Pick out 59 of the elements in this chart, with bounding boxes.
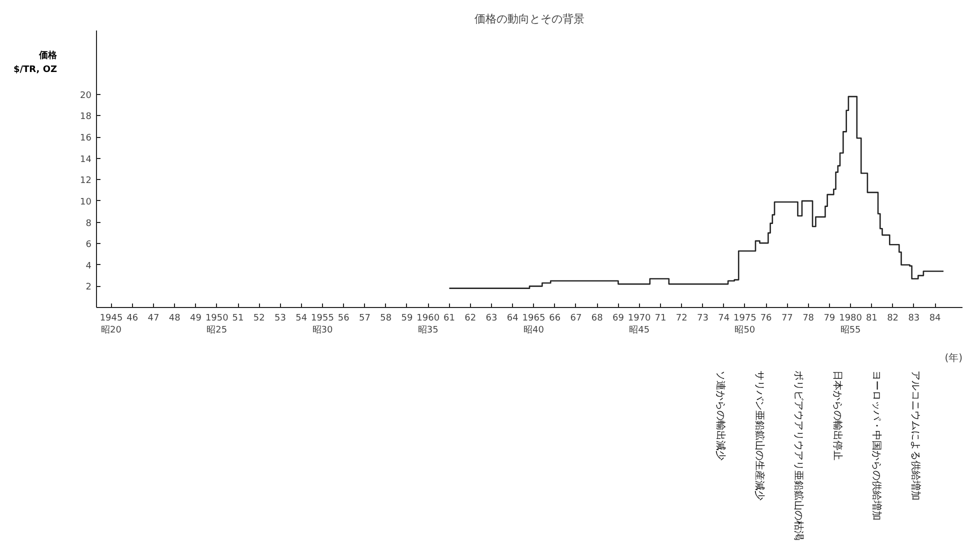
x-tick-label: 46	[126, 314, 138, 324]
chart-title: 価格の動向とその背景	[474, 12, 584, 26]
x-tick-label: 68	[591, 314, 604, 324]
x-tick-label: 79	[824, 314, 836, 324]
x-tick-label: 1945 昭20	[100, 314, 123, 336]
y-tick-label: 14	[80, 154, 92, 165]
x-tick-label: 83	[908, 314, 920, 324]
x-tick-label: 58	[380, 314, 392, 324]
x-tick-label: 48	[168, 314, 181, 324]
x-tick-label: 63	[486, 314, 498, 324]
x-tick-label: 56	[338, 314, 350, 324]
text: ヨーロッパ・中国からの供給増加	[870, 370, 882, 520]
y-tick-label: 4	[86, 261, 92, 272]
text: サリバン亜鉛鉱山の生産減少	[753, 370, 766, 500]
text: ソ連からの輸出減少	[714, 370, 727, 460]
y-tick-label: 12	[80, 176, 92, 186]
x-tick-label: 64	[506, 314, 519, 324]
x-tick-label: 53	[274, 314, 286, 324]
y-tick-label: 10	[80, 197, 92, 208]
x-tick-label: 73	[696, 314, 708, 324]
x-tick-label: 77	[781, 314, 793, 324]
x-tick-label: 62	[464, 314, 476, 324]
x-tick-label: 72	[676, 314, 688, 324]
y-tick-label: 18	[80, 112, 92, 122]
y-tick-label: 20	[80, 90, 92, 101]
x-tick-label: 71	[654, 314, 666, 324]
x-tick-label: 1955 昭30	[311, 314, 334, 336]
y-tick-label: 2	[86, 282, 92, 293]
y-tick-label: 6	[86, 240, 92, 250]
x-tick-label: 59	[401, 314, 413, 324]
x-tick-label: 67	[570, 314, 582, 324]
text: ボリビアウアリウアリ亜鉛鉱山の枯渇	[792, 370, 804, 540]
x-tick-label: 66	[549, 314, 561, 324]
x-tick-label: 82	[887, 314, 899, 324]
x-tick-label: 1980 昭55	[839, 314, 862, 336]
x-tick-label: 76	[760, 314, 772, 324]
y-tick-label: 16	[80, 134, 92, 144]
text: アルコニウムによる供給増加	[909, 370, 922, 500]
y-axis-title: 価格 $/TR, OZ	[13, 50, 57, 76]
x-tick-label: 54	[296, 314, 308, 324]
x-tick-label: 61	[444, 314, 455, 324]
x-tick-label: 57	[359, 314, 370, 324]
y-tick-label: 8	[86, 218, 92, 229]
x-axis-title: (年)	[944, 352, 963, 364]
x-tick-label: 84	[929, 314, 942, 324]
x-tick-label: 1965 昭40	[522, 314, 546, 336]
x-tick-label: 78	[802, 314, 814, 324]
text: 日本からの輸出停止	[831, 370, 844, 460]
x-tick-label: 49	[190, 314, 202, 324]
x-tick-label: 51	[232, 314, 244, 324]
x-tick-label: 74	[718, 314, 730, 324]
x-tick-label: 81	[866, 314, 878, 324]
x-tick-label: 1950 昭25	[205, 314, 229, 336]
x-tick-label: 47	[148, 314, 160, 324]
x-tick-label: 1970 昭45	[628, 314, 652, 336]
x-tick-label: 1975 昭50	[733, 314, 756, 336]
x-tick-label: 52	[253, 314, 265, 324]
x-tick-label: 69	[612, 314, 624, 324]
x-tick-label: 1960 昭35	[416, 314, 440, 336]
